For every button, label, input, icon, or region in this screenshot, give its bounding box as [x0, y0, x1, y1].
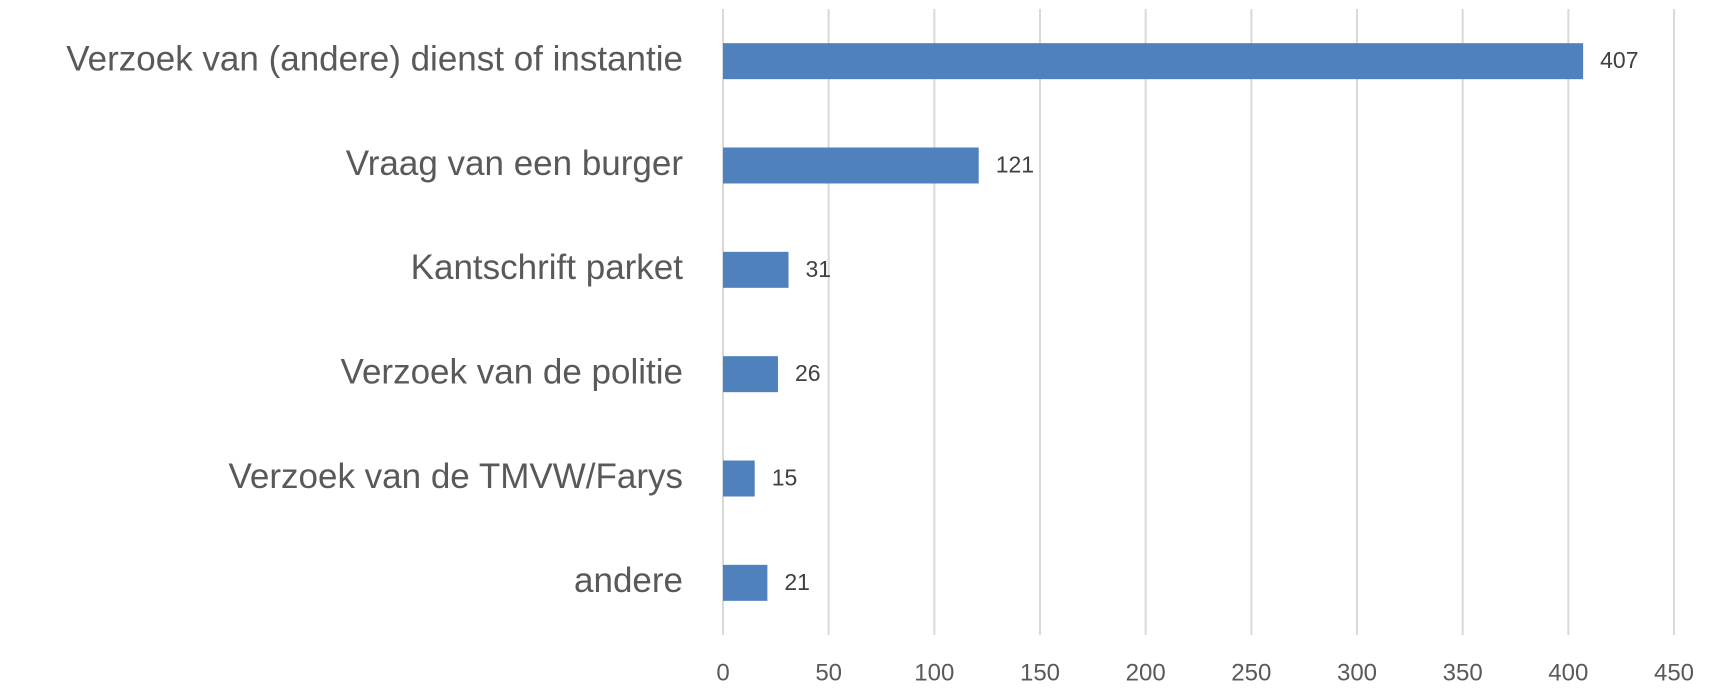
value-label: 26 [795, 360, 821, 386]
y-tick-label: Kantschrift parket [411, 248, 684, 287]
y-tick-label: Verzoek van de TMVW/Farys [228, 457, 683, 496]
x-tick-label: 100 [914, 659, 954, 686]
value-label: 31 [806, 256, 832, 282]
x-tick-label: 150 [1020, 659, 1060, 686]
bar [723, 147, 979, 184]
y-tick-label: Verzoek van (andere) dienst of instantie [66, 39, 683, 78]
x-tick-label: 450 [1654, 659, 1694, 686]
bar [723, 356, 778, 393]
x-tick-label: 250 [1231, 659, 1271, 686]
bar [723, 43, 1584, 80]
y-tick-label: Vraag van een burger [346, 144, 684, 183]
x-tick-label: 0 [716, 659, 729, 686]
x-tick-label: 50 [815, 659, 842, 686]
value-label: 15 [772, 465, 798, 491]
x-tick-label: 400 [1548, 659, 1588, 686]
bar [723, 564, 768, 601]
value-label: 121 [996, 152, 1034, 178]
bar [723, 251, 789, 288]
bar [723, 460, 755, 497]
value-label: 21 [784, 569, 810, 595]
x-tick-label: 350 [1443, 659, 1483, 686]
x-tick-label: 200 [1126, 659, 1166, 686]
y-tick-label: Verzoek van de politie [341, 352, 683, 391]
y-tick-label: andere [574, 561, 683, 600]
value-label: 407 [1600, 47, 1638, 73]
x-tick-label: 300 [1337, 659, 1377, 686]
